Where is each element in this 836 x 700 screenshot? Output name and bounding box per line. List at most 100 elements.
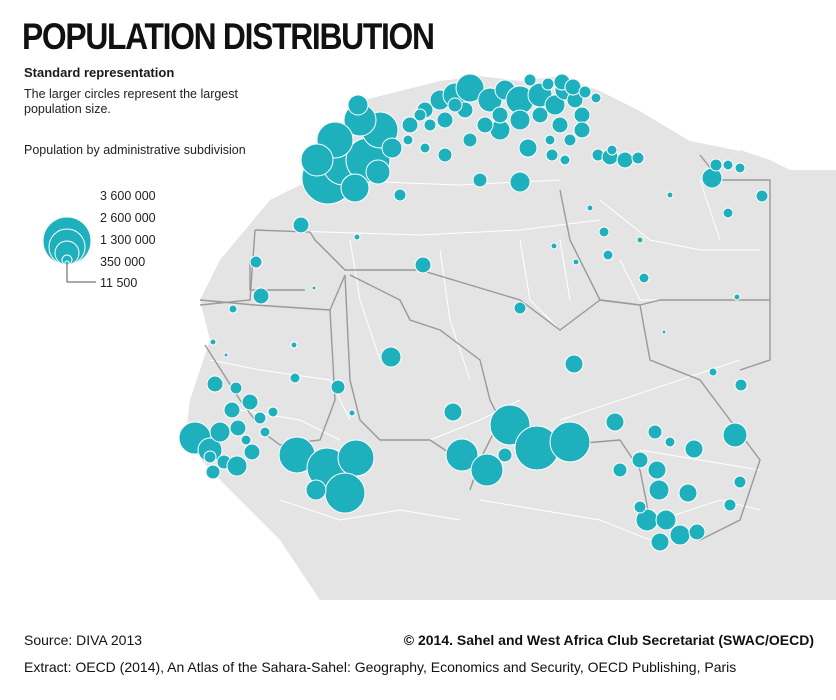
population-circle [353,233,361,241]
population-circle [701,167,723,189]
population-circle [206,375,224,393]
population-circle [476,116,494,134]
map-description: The larger circles represent the largest… [24,87,238,116]
population-circle [650,532,670,552]
legend-circles [42,216,96,283]
population-circle [590,92,602,104]
population-circle [631,451,649,469]
population-circle [290,341,298,349]
population-circle [305,479,327,501]
population-circle [470,453,504,487]
population-circle [669,524,691,546]
population-circle [419,142,431,154]
population-circle [414,256,432,274]
legend-leader-line [66,264,96,283]
population-circle [708,367,718,377]
population-circle [573,106,591,124]
population-circle [337,439,375,477]
population-circle [723,498,737,512]
population-circles [178,73,769,552]
population-circle [253,411,267,425]
population-circle [209,421,231,443]
population-circle [734,162,746,174]
population-circle [249,255,263,269]
population-circle [722,422,748,448]
population-circle [509,109,531,131]
population-circle [541,77,555,91]
population-circle [401,116,419,134]
population-circle [578,85,592,99]
population-circle [513,301,527,315]
population-circle [259,426,271,438]
population-circle [633,500,647,514]
population-circle [509,171,531,193]
population-circle [734,378,748,392]
population-circle [544,134,556,146]
population-circle [443,402,463,422]
legend-label-350000: 350 000 [100,255,146,269]
population-circle [755,189,769,203]
source-note: Source: DIVA 2013 [24,632,143,648]
population-circle [647,460,667,480]
population-circle [228,304,238,314]
population-circle [223,401,241,419]
population-circle [606,144,618,156]
population-circle [380,346,402,368]
population-circle [612,462,628,478]
copyright-note: © 2014. Sahel and West Africa Club Secre… [403,632,814,648]
legend-label-3600000: 3 600 000 [100,189,156,203]
population-circle [381,137,403,159]
population-circle [402,134,414,146]
population-circle [564,354,584,374]
legend-label-1300000: 1 300 000 [100,233,156,247]
population-circle [241,393,259,411]
population-circle [572,258,580,266]
population-circle [722,159,734,171]
population-circle [300,143,334,177]
population-circle [447,97,463,113]
population-circle [223,352,229,358]
population-circle [393,188,407,202]
population-circle [267,406,279,418]
population-circle [549,421,591,463]
population-circle [531,106,549,124]
population-circle [638,272,650,284]
population-circle [413,108,427,122]
population-circle [602,249,614,261]
population-circle [289,372,301,384]
legend-title: Population by administrative subdivision [24,143,246,157]
population-circle [423,118,437,132]
population-circle [678,483,698,503]
population-circle [497,447,513,463]
population-circle [226,455,248,477]
population-circle [544,94,566,116]
population-circle [559,154,571,166]
population-circle [205,464,221,480]
population-circle [655,509,677,531]
legend-label-11500: 11 500 [100,276,138,290]
population-circle [445,438,479,472]
population-circle [348,409,356,417]
population-circle [340,173,370,203]
population-circle [518,138,538,158]
population-circle [586,204,594,212]
population-circle [229,419,247,437]
population-circle [573,121,591,139]
population-circle [203,450,217,464]
map-title: POPULATION DISTRIBUTION [22,16,435,57]
population-circle [688,523,706,541]
population-circle [462,132,478,148]
population-circle [605,412,625,432]
population-circle [545,148,559,162]
map-subtitle: Standard representation [24,65,175,80]
population-circle [311,285,317,291]
population-circle [709,158,723,172]
population-circle [491,106,509,124]
population-circle [523,73,537,87]
extract-note: Extract: OECD (2014), An Atlas of the Sa… [24,659,737,675]
population-circle [563,133,577,147]
population-circle [648,479,670,501]
population-circle [722,207,734,219]
population-circle [229,381,243,395]
